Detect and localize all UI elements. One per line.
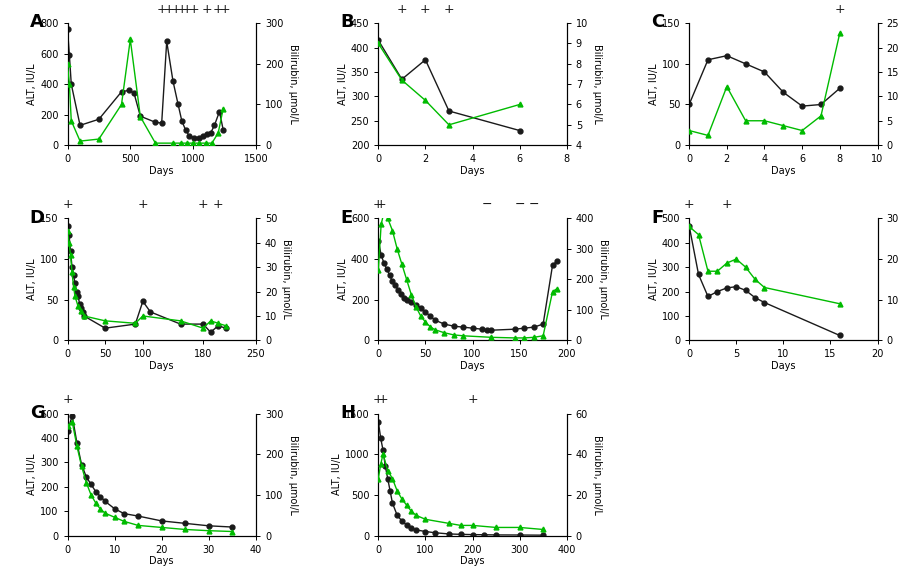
Text: +: + [834, 3, 845, 16]
Text: +: + [467, 393, 478, 406]
Text: +: + [444, 3, 454, 16]
Text: +: + [62, 198, 73, 211]
Text: B: B [340, 13, 355, 31]
Text: +: + [684, 198, 695, 211]
Text: +: + [176, 3, 187, 16]
Text: −: − [482, 198, 492, 211]
Y-axis label: Bilirubin, μmol/L: Bilirubin, μmol/L [598, 240, 608, 319]
X-axis label: Days: Days [149, 166, 174, 175]
Text: E: E [340, 208, 353, 226]
X-axis label: Days: Days [149, 361, 174, 371]
Y-axis label: Bilirubin, μmol/L: Bilirubin, μmol/L [288, 435, 298, 515]
Y-axis label: ALT, IU/L: ALT, IU/L [27, 259, 37, 300]
X-axis label: Days: Days [460, 361, 485, 371]
Text: G: G [30, 404, 45, 422]
Text: +: + [182, 3, 192, 16]
Text: +: + [378, 393, 388, 406]
Text: +: + [138, 198, 148, 211]
X-axis label: Days: Days [460, 556, 485, 566]
Y-axis label: ALT, IU/L: ALT, IU/L [649, 63, 659, 105]
Text: +: + [722, 198, 732, 211]
Text: −: − [514, 198, 525, 211]
Text: +: + [213, 198, 223, 211]
Text: +: + [198, 198, 209, 211]
Text: +: + [202, 3, 212, 16]
Y-axis label: ALT, IU/L: ALT, IU/L [338, 259, 348, 300]
Y-axis label: ALT, IU/L: ALT, IU/L [332, 454, 342, 496]
Text: A: A [30, 13, 44, 31]
Text: −: − [528, 198, 539, 211]
Text: +: + [164, 3, 175, 16]
Y-axis label: Bilirubin, μmol/L: Bilirubin, μmol/L [288, 44, 298, 124]
Text: +: + [62, 393, 73, 406]
Y-axis label: Bilirubin, μmol/L: Bilirubin, μmol/L [592, 435, 602, 515]
X-axis label: Days: Days [460, 166, 485, 175]
Y-axis label: Bilirubin, μmol/L: Bilirubin, μmol/L [592, 44, 602, 124]
Text: +: + [420, 3, 431, 16]
Y-axis label: ALT, IU/L: ALT, IU/L [649, 259, 659, 300]
Text: +: + [213, 3, 223, 16]
Text: +: + [170, 3, 181, 16]
Text: +: + [157, 3, 167, 16]
Y-axis label: ALT, IU/L: ALT, IU/L [27, 454, 37, 496]
Y-axis label: Bilirubin, μmol/L: Bilirubin, μmol/L [282, 240, 292, 319]
Text: +: + [376, 198, 386, 211]
Text: +: + [397, 3, 407, 16]
Text: +: + [373, 198, 383, 211]
Y-axis label: ALT, IU/L: ALT, IU/L [27, 63, 37, 105]
Text: D: D [30, 208, 45, 226]
Text: +: + [220, 3, 230, 16]
X-axis label: Days: Days [771, 361, 796, 371]
Text: +: + [189, 3, 200, 16]
Text: H: H [340, 404, 356, 422]
Y-axis label: ALT, IU/L: ALT, IU/L [338, 63, 348, 105]
X-axis label: Days: Days [149, 556, 174, 566]
Text: F: F [652, 208, 663, 226]
Text: +: + [373, 393, 383, 406]
Text: C: C [652, 13, 665, 31]
X-axis label: Days: Days [771, 166, 796, 175]
